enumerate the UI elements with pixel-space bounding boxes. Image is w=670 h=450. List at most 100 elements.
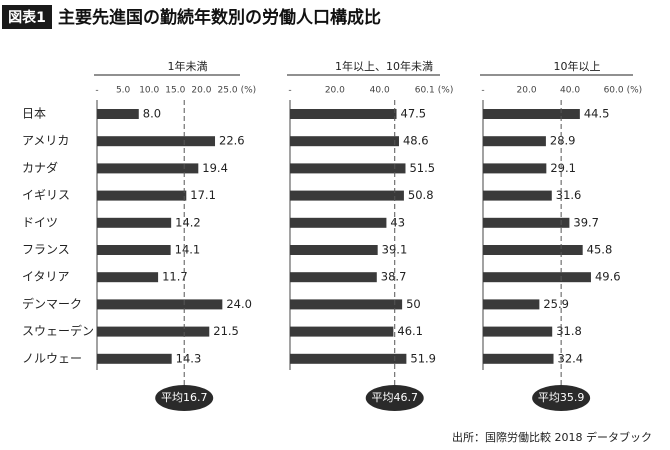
- value-label: 49.6: [595, 270, 621, 284]
- bar: [290, 326, 394, 337]
- value-label: 46.1: [397, 324, 423, 338]
- value-label: 48.6: [403, 134, 429, 148]
- bar: [483, 109, 580, 119]
- bar: [483, 299, 540, 310]
- bar: [483, 326, 553, 337]
- panel-title: 1年以上、10年未満: [335, 59, 433, 73]
- bar: [483, 190, 552, 201]
- x-tick-label: 60.0: [604, 86, 624, 96]
- value-label: 31.6: [556, 188, 582, 202]
- value-label: 43: [390, 215, 405, 229]
- category-label: デンマーク: [22, 296, 82, 311]
- x-tick-label: -: [95, 86, 98, 96]
- x-tick-label: -: [288, 86, 291, 96]
- value-label: 39.1: [382, 243, 408, 257]
- unit-label: (%): [241, 86, 257, 96]
- value-label: 31.8: [556, 324, 582, 338]
- x-tick-label: 15.0: [165, 86, 185, 96]
- bar: [97, 217, 172, 228]
- value-label: 51.9: [410, 351, 436, 365]
- bar: [97, 272, 159, 283]
- value-label: 50.8: [408, 188, 434, 202]
- value-label: 14.2: [175, 215, 201, 229]
- value-label: 8.0: [143, 107, 161, 121]
- category-label: イタリア: [22, 270, 70, 284]
- category-label: アメリカ: [22, 134, 69, 148]
- bar: [97, 190, 187, 201]
- x-tick-label: 25.0: [218, 86, 238, 96]
- unit-label: (%): [438, 86, 454, 96]
- bar: [483, 163, 547, 174]
- x-tick-label: 10.0: [139, 86, 159, 96]
- average-label: 平均16.7: [161, 391, 208, 404]
- x-tick-label: 20.0: [191, 86, 211, 96]
- value-label: 29.1: [550, 161, 576, 175]
- x-tick-label: 40.0: [370, 86, 390, 96]
- value-label: 28.9: [550, 134, 576, 148]
- value-label: 22.6: [219, 134, 245, 148]
- bar: [483, 353, 554, 364]
- average-badge: [155, 385, 214, 411]
- value-label: 50: [406, 297, 421, 311]
- bar: [483, 272, 591, 283]
- bar: [97, 353, 172, 364]
- value-label: 39.7: [573, 215, 599, 229]
- value-label: 32.4: [558, 351, 584, 365]
- bar: [290, 163, 406, 174]
- bar: [483, 217, 570, 228]
- average-badge: [532, 385, 591, 411]
- value-label: 14.3: [176, 351, 202, 365]
- bar: [290, 299, 403, 310]
- x-tick-label: -: [481, 86, 484, 96]
- value-label: 47.5: [401, 107, 427, 121]
- value-label: 21.5: [213, 324, 239, 338]
- bar: [290, 353, 407, 364]
- panel-title: 1年未満: [168, 59, 208, 73]
- panel-title: 10年以上: [554, 59, 601, 73]
- bar: [97, 109, 139, 119]
- bar: [97, 299, 223, 310]
- average-label: 平均46.7: [371, 391, 418, 404]
- category-label: カナダ: [22, 160, 58, 175]
- bar: [483, 245, 583, 255]
- bar: [290, 245, 378, 255]
- bar: [290, 136, 399, 147]
- badge-box: [2, 5, 52, 29]
- x-tick-label: 40.0: [560, 86, 580, 96]
- bar: [97, 326, 210, 337]
- category-label: ドイツ: [22, 215, 58, 229]
- value-label: 24.0: [226, 297, 252, 311]
- x-tick-label: 5.0: [116, 86, 131, 96]
- value-label: 17.1: [190, 188, 216, 202]
- bar: [290, 217, 387, 228]
- value-label: 38.7: [381, 270, 407, 284]
- x-tick-label: 20.0: [517, 86, 537, 96]
- bar: [97, 163, 199, 174]
- bar: [290, 109, 397, 119]
- value-label: 19.4: [202, 161, 228, 175]
- value-label: 45.8: [587, 243, 613, 257]
- category-label: スウェーデン: [22, 323, 94, 338]
- badge: 図表1: [8, 9, 46, 26]
- chart-title: 主要先進国の勤続年数別の労働人口構成比: [58, 7, 381, 28]
- x-tick-label: 20.0: [325, 86, 345, 96]
- x-tick-label: 60.1: [415, 86, 435, 96]
- source: 出所：国際労働比較 2018 データブック: [452, 430, 652, 444]
- average-label: 平均35.9: [538, 391, 585, 404]
- bar: [483, 136, 546, 147]
- bar: [290, 272, 377, 283]
- bar: [97, 245, 171, 255]
- value-label: 51.5: [409, 161, 435, 175]
- category-label: フランス: [22, 243, 70, 257]
- value-label: 11.7: [162, 270, 188, 284]
- category-label: イギリス: [22, 188, 70, 202]
- average-badge: [365, 385, 424, 411]
- category-label: 日本: [22, 107, 46, 121]
- bar: [290, 190, 404, 201]
- category-label: ノルウェー: [22, 351, 82, 365]
- value-label: 14.1: [175, 243, 201, 257]
- unit-label: (%): [627, 86, 643, 96]
- value-label: 25.9: [543, 297, 569, 311]
